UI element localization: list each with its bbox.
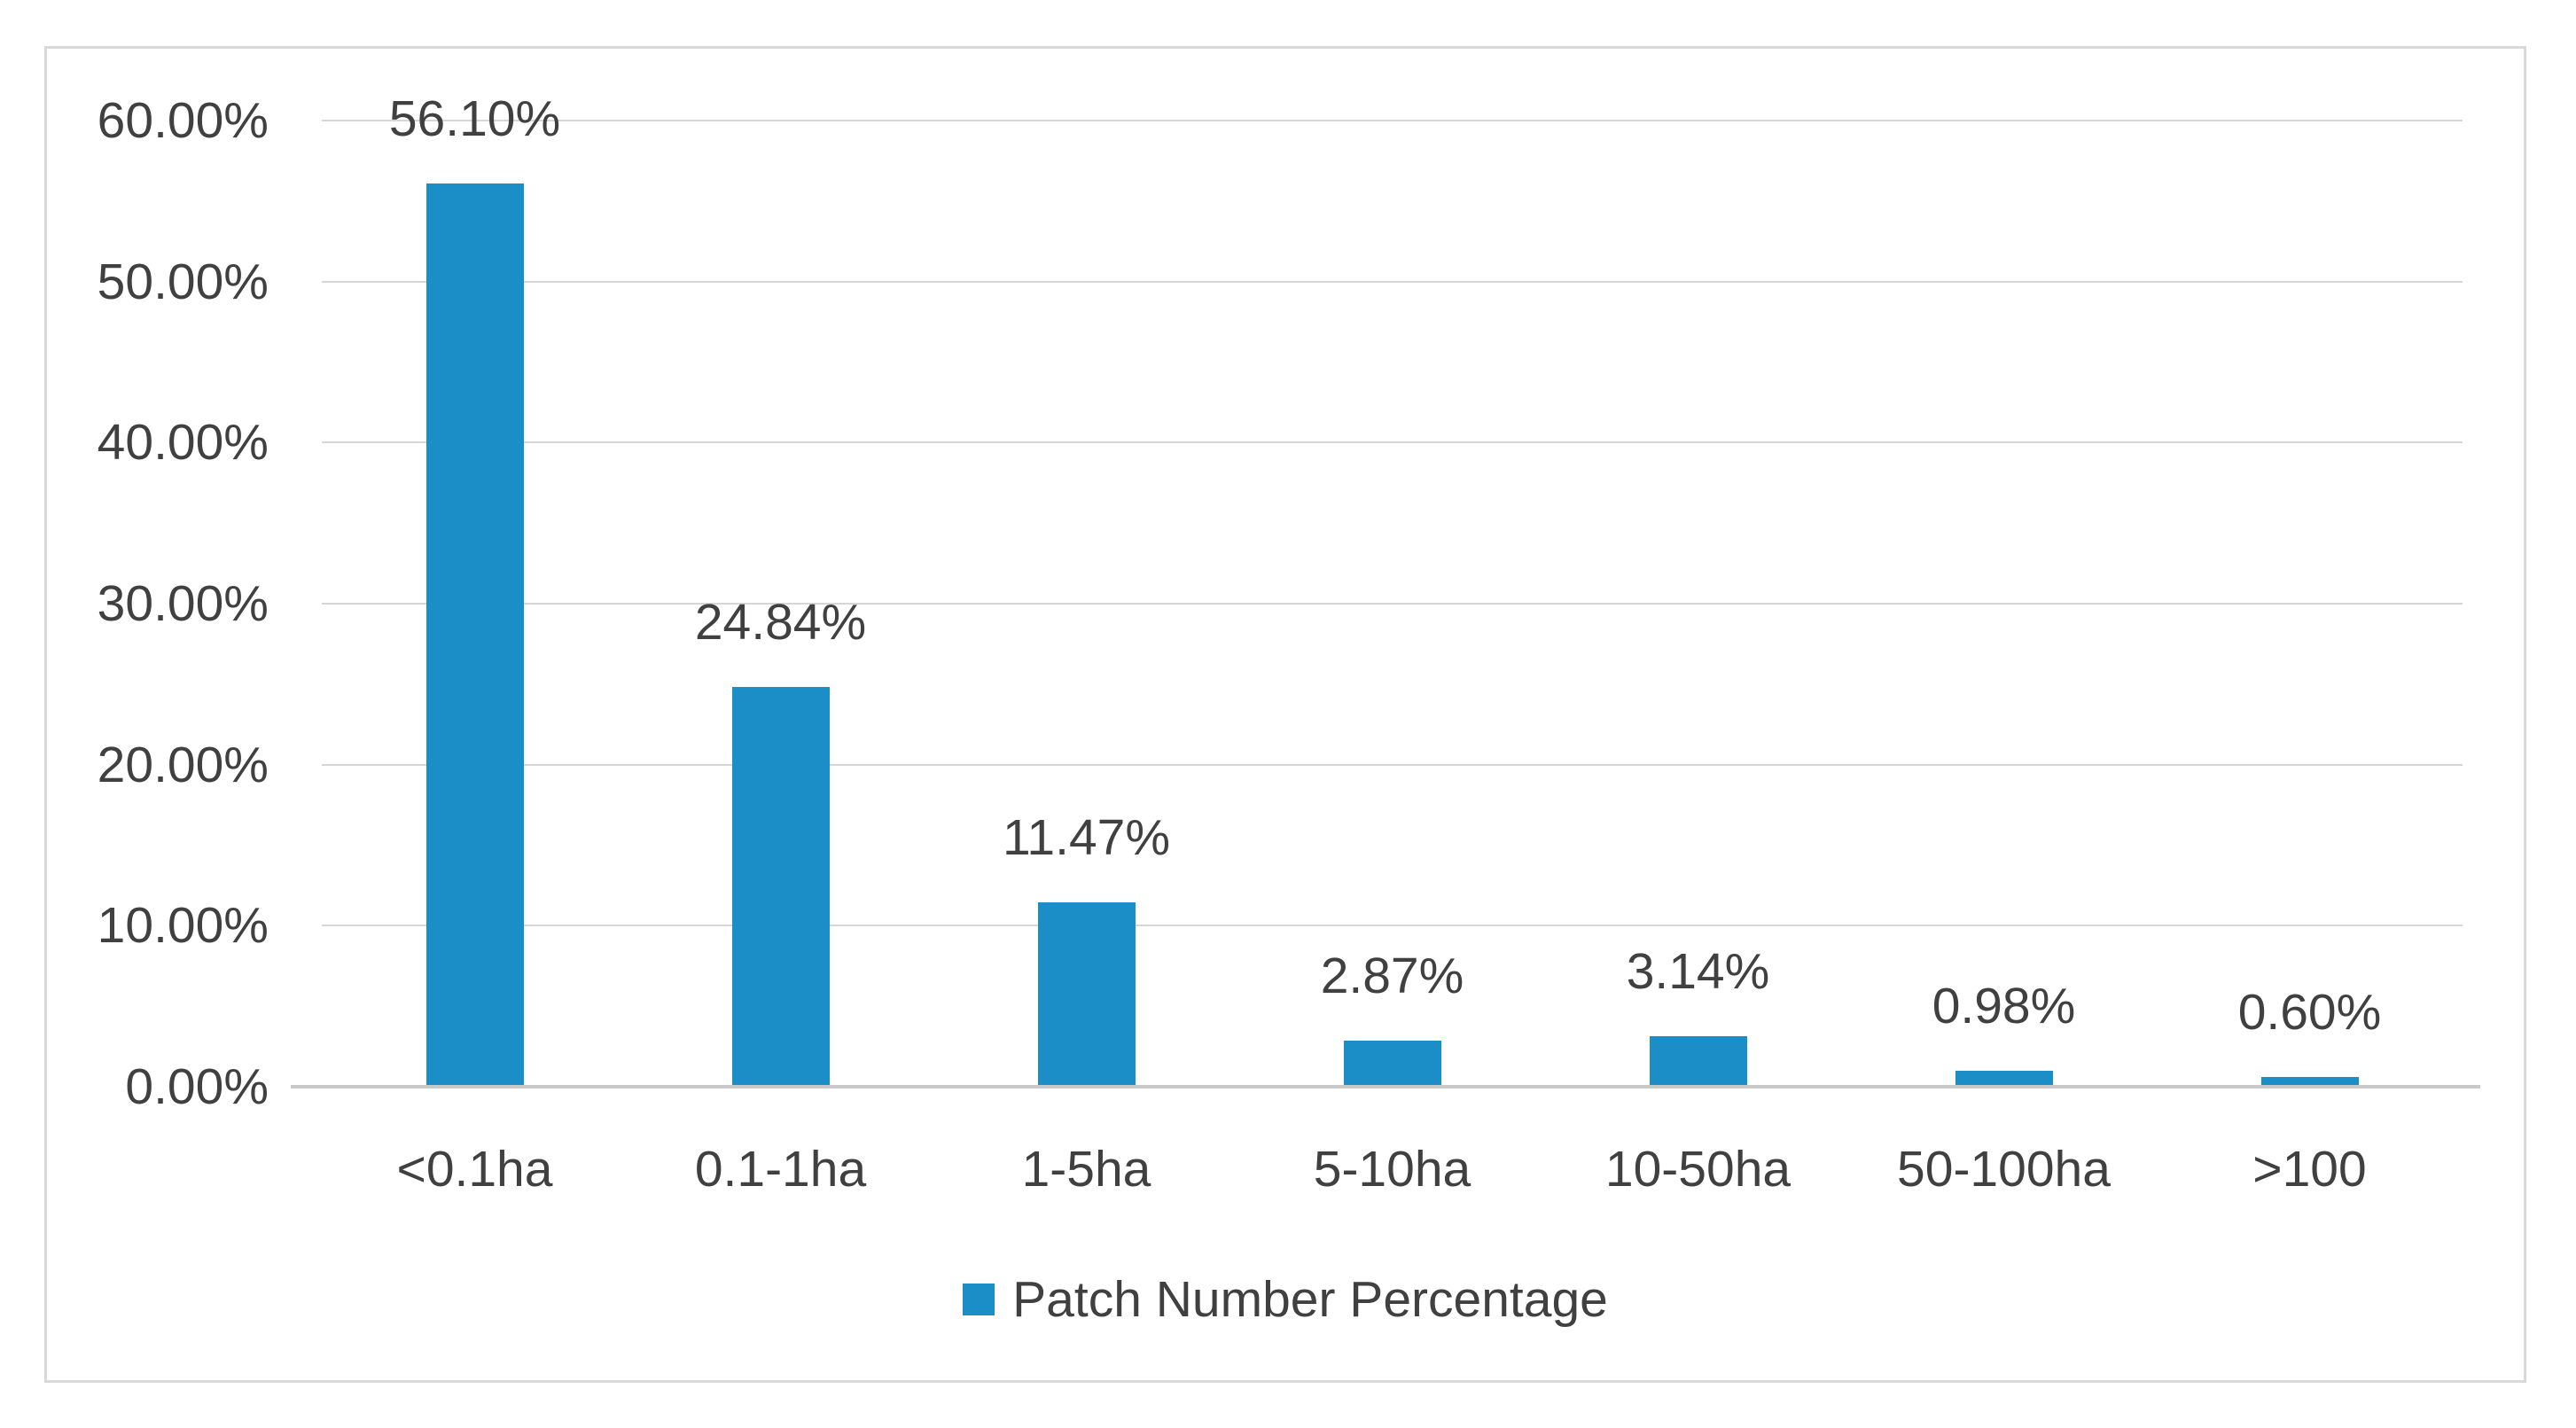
bar-value-label: 24.84%: [694, 593, 867, 651]
bar-50-100ha: [1955, 1071, 2053, 1087]
bar-slot: 3.14%: [1545, 121, 1851, 1087]
bar-chart-frame: 0.00% 10.00% 20.00% 30.00% 40.00% 50.00% 60.00…: [44, 46, 2526, 1383]
x-tick-label: >100: [2252, 1141, 2367, 1198]
bar-slot: 0.60%: [2157, 121, 2463, 1087]
bar->100: [2260, 1077, 2359, 1087]
gridline-10: [322, 925, 2463, 927]
legend-swatch-icon: [963, 1284, 995, 1315]
legend-label: Patch Number Percentage: [1012, 1271, 1608, 1328]
bar-value-label: 0.98%: [1932, 978, 2076, 1035]
bar-slot: 11.47%: [933, 121, 1239, 1087]
bar-value-label: 11.47%: [1002, 808, 1171, 866]
x-tick-label: <0.1ha: [396, 1141, 553, 1198]
gridline-30: [322, 603, 2463, 605]
x-tick-label: 1-5ha: [1021, 1141, 1151, 1198]
bar-slot: 2.87%: [1239, 121, 1545, 1087]
bar-slot: 0.98%: [1851, 121, 2157, 1087]
x-tick-label: 0.1-1ha: [694, 1141, 867, 1198]
gridline-20: [322, 763, 2463, 766]
x-tick-label: 5-10ha: [1313, 1141, 1471, 1198]
x-axis: <0.1ha 0.1-1ha 1-5ha 5-10ha 10-50ha 50-100ha >…: [322, 1143, 2463, 1195]
y-tick-label: 60.00%: [97, 92, 269, 149]
x-axis-line: [291, 1085, 2480, 1089]
legend: Patch Number Percentage: [47, 1270, 2524, 1329]
bar-value-label: 0.60%: [2237, 984, 2382, 1042]
y-tick-label: 10.00%: [97, 897, 269, 955]
gridline-60: [322, 120, 2463, 121]
x-tick-label: 50-100ha: [1897, 1141, 2111, 1198]
gridline-40: [322, 441, 2463, 444]
bar-slot: 56.10%: [322, 90, 628, 1087]
bar-1-5ha: [1037, 901, 1136, 1087]
bar-value-label: 56.10%: [388, 90, 561, 147]
x-tick-label: 10-50ha: [1604, 1141, 1791, 1198]
bar-value-label: 3.14%: [1626, 942, 1770, 1000]
y-tick-label: 50.00%: [97, 253, 269, 310]
y-tick-label: 40.00%: [97, 414, 269, 472]
y-axis: 0.00% 10.00% 20.00% 30.00% 40.00% 50.00% 60.00…: [47, 95, 269, 1112]
y-tick-label: 0.00%: [125, 1058, 269, 1115]
bar-<0.1ha: [425, 183, 524, 1087]
bar-5-10ha: [1343, 1040, 1441, 1087]
gridline-50: [322, 280, 2463, 283]
bar-10-50ha: [1649, 1035, 1747, 1087]
bar-series: 56.10% 24.84% 11.47% 2.87% 3.14% 0.98% 0.60%: [322, 90, 2463, 1087]
y-tick-label: 30.00%: [97, 575, 269, 632]
y-tick-label: 20.00%: [97, 736, 269, 793]
plot-area: 56.10% 24.84% 11.47% 2.87% 3.14% 0.98% 0.60%: [291, 90, 2480, 1089]
bar-0.1-1ha: [731, 686, 830, 1087]
bar-value-label: 2.87%: [1320, 947, 1464, 1004]
bar-slot: 24.84%: [628, 121, 933, 1087]
